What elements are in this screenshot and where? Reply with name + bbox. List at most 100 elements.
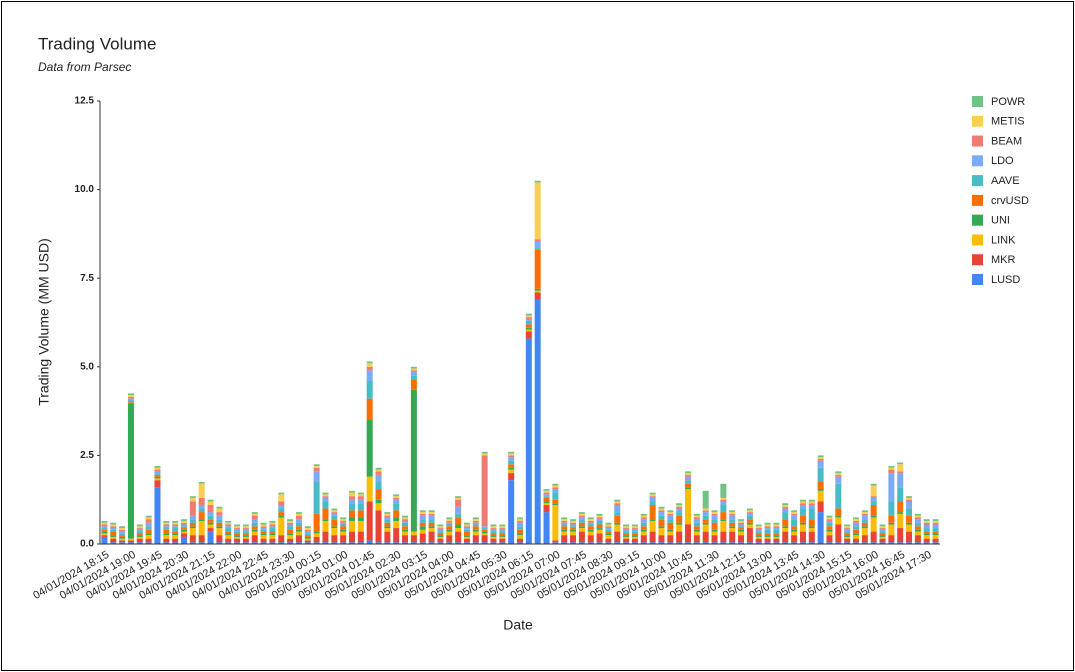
bar-segment (578, 542, 585, 544)
bar-segment (198, 505, 205, 509)
bar-segment (216, 528, 223, 536)
bar-segment (755, 536, 762, 539)
bar-segment (322, 494, 329, 497)
bar-segment (402, 526, 409, 530)
bar-segment (835, 471, 842, 474)
bar-segment (410, 542, 417, 544)
bar-segment (101, 524, 108, 527)
bar-segment (676, 515, 683, 523)
bar-segment (570, 524, 577, 527)
bar-segment (437, 533, 444, 536)
bar-segment (729, 510, 736, 513)
bar-segment (782, 512, 789, 520)
bar-segment (570, 522, 577, 525)
bar-segment (667, 510, 674, 513)
bar-segment (587, 535, 594, 543)
bar-segment (410, 531, 417, 536)
bar-segment (676, 524, 683, 532)
bar-segment (649, 519, 656, 521)
bar-segment (295, 526, 302, 530)
bar-segment (534, 248, 541, 250)
bar-segment (552, 489, 559, 493)
bar-segment (782, 542, 789, 544)
bar-segment (278, 505, 285, 509)
bar-segment (676, 506, 683, 509)
bar-segment (499, 524, 506, 527)
bar-segment (172, 528, 179, 532)
bar-segment (720, 519, 727, 521)
bar-segment (110, 526, 117, 529)
bar-segment (631, 531, 638, 534)
bar-segment (525, 313, 532, 316)
bar-segment (207, 505, 214, 513)
bar-segment (269, 520, 276, 523)
bar-segment (242, 538, 249, 543)
bar-segment (269, 522, 276, 525)
bar-segment (455, 497, 462, 500)
bar-segment (260, 529, 267, 532)
bar-segment (340, 542, 347, 544)
bar-segment (304, 533, 311, 536)
bar-segment (472, 531, 479, 536)
bar-segment (278, 515, 285, 518)
bar-segment (446, 526, 453, 530)
bar-segment (791, 519, 798, 527)
bar-segment (322, 520, 329, 532)
bar-segment (897, 487, 904, 502)
bar-segment (561, 535, 568, 543)
bar-segment (357, 517, 364, 521)
bar-segment (685, 487, 691, 490)
bar-segment (517, 526, 523, 530)
bar-segment (570, 542, 577, 544)
bar-segment (216, 522, 223, 527)
bar-segment (773, 529, 780, 534)
bar-segment (649, 501, 656, 506)
bar-segment (826, 522, 833, 527)
bar-segment (428, 512, 435, 514)
bar-segment (676, 512, 683, 516)
bar-segment (808, 531, 815, 543)
bar-segment (596, 528, 603, 530)
bar-segment (251, 542, 258, 544)
bar-segment (322, 519, 329, 521)
bar-segment (393, 528, 400, 543)
bar-segment (260, 535, 267, 539)
bar-segment (234, 538, 241, 543)
bar-segment (817, 489, 824, 491)
bar-segment (773, 538, 780, 543)
bar-segment (304, 526, 311, 529)
bar-segment (693, 513, 700, 516)
legend-swatch (972, 194, 983, 206)
bar-segment (446, 524, 453, 527)
bar-segment (181, 529, 187, 532)
bar-segment (685, 474, 691, 477)
bar-segment (499, 526, 506, 529)
bar-segment (658, 526, 665, 529)
bar-segment (410, 370, 417, 373)
bar-segment (490, 524, 497, 527)
bar-segment (295, 515, 302, 520)
bar-segment (720, 531, 727, 543)
bar-segment (561, 542, 568, 544)
bar-segment (870, 515, 877, 518)
bar-segment (534, 299, 541, 544)
bar-segment (693, 535, 700, 543)
bar-segment (428, 528, 435, 532)
bar-segment (481, 531, 488, 534)
bar-segment (729, 542, 736, 544)
bar-segment (853, 533, 859, 536)
y-tick-label: 12.5 (75, 96, 95, 107)
bar-segment (870, 485, 877, 497)
bar-segment (667, 535, 674, 543)
bar-segment (234, 531, 241, 534)
bar-segment (543, 503, 550, 506)
bar-segment (331, 512, 338, 514)
bar-segment (446, 517, 453, 520)
bar-segment (278, 512, 285, 516)
bar-segment (225, 542, 232, 544)
bar-segment (702, 531, 709, 543)
bar-segment (340, 517, 347, 520)
bar-segment (472, 524, 479, 527)
bar-segment (897, 528, 904, 543)
